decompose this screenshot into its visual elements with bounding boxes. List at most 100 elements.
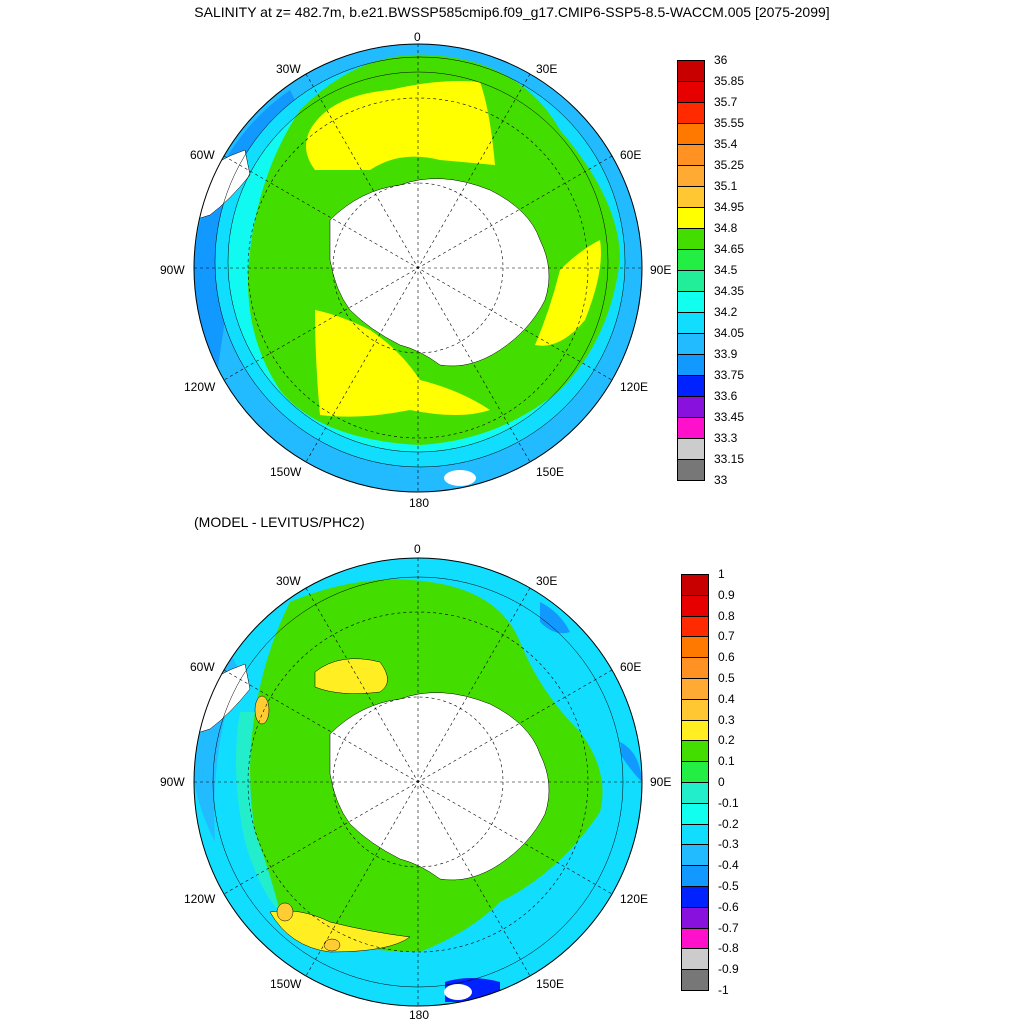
difference-colorbar-tick-label: -0.1 <box>718 795 739 810</box>
bottom-lon-label-60w: 60W <box>190 660 215 674</box>
salinity-colorbar-tick-label: 34.8 <box>714 221 738 235</box>
salinity-colorbar-swatch <box>677 312 705 334</box>
salinity-map: 0 30E 60E 90E 120E 150E 180 150W 120W 90… <box>160 30 672 510</box>
salinity-colorbar: 36 35.85 35.7 35.55 35.4 35.25 35.1 34.95 34.8 34… <box>677 54 777 486</box>
salinity-colorbar-tick-label: 33.9 <box>714 347 738 361</box>
salinity-colorbar-tick-label: 34.2 <box>714 305 738 319</box>
difference-colorbar-tick-label: -0.7 <box>718 920 739 935</box>
bottom-map-border <box>193 557 643 1007</box>
difference-colorbar-tick-label: -0.5 <box>718 879 739 893</box>
difference-colorbar-swatch <box>681 761 709 783</box>
difference-colorbar-swatch <box>681 906 709 929</box>
top-lon-label-60e: 60E <box>620 148 642 162</box>
difference-colorbar-swatch <box>681 844 709 867</box>
salinity-colorbar-tick-label: 34.95 <box>714 200 745 214</box>
salinity-colorbar-tick-label: 33.6 <box>714 389 738 403</box>
difference-colorbar-swatch <box>681 782 709 804</box>
difference-subtitle: (MODEL - LEVITUS/PHC2) <box>194 514 365 530</box>
difference-colorbar-tick-label: -0.3 <box>718 837 739 852</box>
salinity-colorbar-tick-label: 35.7 <box>714 95 738 109</box>
bottom-lon-label-90e: 90E <box>650 775 672 789</box>
top-lon-label-150w: 150W <box>270 465 302 479</box>
salinity-colorbar-tick-label: 33.75 <box>714 368 745 382</box>
salinity-colorbar-swatch <box>677 459 705 481</box>
salinity-colorbar-swatch <box>677 291 705 313</box>
top-lon-label-90e: 90E <box>650 263 672 277</box>
salinity-colorbar-swatch <box>677 123 705 145</box>
salinity-colorbar-tick-label: 34.5 <box>714 263 738 277</box>
bottom-lon-label-60e: 60E <box>620 660 642 674</box>
difference-colorbar-tick-label: 0.8 <box>718 608 735 623</box>
difference-colorbar-swatch <box>681 802 709 825</box>
salinity-colorbar-tick-label: 36 <box>714 53 728 67</box>
salinity-colorbar-swatch <box>677 417 705 439</box>
difference-colorbar: 1 0.9 0.8 0.7 0.6 0.5 0.4 0.3 0.2 0.1 0 -0.1 -0.2 -0.… <box>681 568 781 996</box>
top-lon-label-150e: 150E <box>536 465 565 479</box>
top-lon-label-120e: 120E <box>620 380 649 394</box>
difference-colorbar-swatch <box>681 719 709 742</box>
difference-colorbar-swatch <box>681 948 709 971</box>
salinity-colorbar-swatch <box>677 354 705 376</box>
salinity-colorbar-swatch <box>677 270 705 292</box>
difference-colorbar-swatch <box>681 969 709 991</box>
top-lon-label-30e: 30E <box>536 62 558 76</box>
difference-colorbar-tick-label: 0.3 <box>718 712 735 727</box>
bottom-lon-label-90w: 90W <box>160 775 185 789</box>
difference-map-svg <box>193 557 643 1007</box>
top-lon-label-90w: 90W <box>160 263 185 277</box>
top-lon-label-30w: 30W <box>276 62 301 76</box>
bottom-lon-label-150e: 150E <box>536 977 565 991</box>
bottom-lon-label-150w: 150W <box>270 977 302 991</box>
difference-colorbar-tick-label: 0.9 <box>718 587 735 602</box>
salinity-colorbar-tick-label: 34.35 <box>714 284 745 298</box>
difference-colorbar-swatch <box>681 927 709 950</box>
salinity-colorbar-swatch <box>677 144 705 166</box>
salinity-colorbar-tick-label: 33.3 <box>714 431 738 445</box>
salinity-colorbar-swatch <box>677 228 705 250</box>
salinity-colorbar-swatch <box>677 207 705 229</box>
difference-colorbar-tick-label: 0.4 <box>718 691 735 706</box>
difference-colorbar-swatch <box>681 865 709 887</box>
difference-colorbar-swatch <box>681 657 709 679</box>
top-lon-label-60w: 60W <box>190 148 215 162</box>
difference-colorbar-tick-label: 0.7 <box>718 629 735 644</box>
salinity-colorbar-swatch <box>677 102 705 124</box>
salinity-colorbar-tick-label: 35.1 <box>714 179 738 193</box>
salinity-colorbar-swatch <box>677 81 705 103</box>
difference-colorbar-tick-label: -0.4 <box>718 858 739 873</box>
difference-colorbar-tick-label: -0.9 <box>718 962 739 977</box>
difference-colorbar-swatch <box>681 678 709 700</box>
difference-colorbar-swatch <box>681 636 709 659</box>
salinity-colorbar-tick-label: 35.4 <box>714 137 738 151</box>
bottom-lon-label-180: 180 <box>409 1008 430 1022</box>
bottom-lon-label-120e: 120E <box>620 892 649 906</box>
difference-colorbar-tick-label: -0.2 <box>718 816 739 831</box>
difference-colorbar-tick-label: 1 <box>718 567 725 581</box>
figure-title: SALINITY at z= 482.7m, b.e21.BWSSP585cmi… <box>194 4 830 20</box>
difference-map: 0 30E 60E 90E 120E 150E 180 150W 120W 90… <box>0 512 1024 1024</box>
salinity-colorbar-tick-label: 35.55 <box>714 116 745 130</box>
salinity-colorbar-tick-label: 35.25 <box>714 158 745 172</box>
salinity-colorbar-tick-label: 33.45 <box>714 410 745 424</box>
salinity-colorbar-swatch <box>677 333 705 355</box>
top-lon-label-0: 0 <box>414 30 421 44</box>
difference-colorbar-tick-label: 0.2 <box>718 733 735 748</box>
difference-colorbar-swatch <box>681 574 709 596</box>
difference-colorbar-swatch <box>681 740 709 763</box>
salinity-colorbar-tick-label: 35.85 <box>714 74 745 88</box>
top-map-border <box>193 43 643 493</box>
salinity-colorbar-swatch <box>677 249 705 271</box>
difference-colorbar-swatch <box>681 698 709 721</box>
bottom-lon-label-0: 0 <box>414 542 421 556</box>
salinity-colorbar-swatch <box>677 396 705 418</box>
salinity-colorbar-swatch <box>677 165 705 187</box>
bottom-lon-label-30e: 30E <box>536 574 558 588</box>
difference-colorbar-tick-label: -0.8 <box>718 941 739 956</box>
top-lon-label-120w: 120W <box>184 380 216 394</box>
top-lon-label-180: 180 <box>409 496 430 510</box>
salinity-colorbar-swatch <box>677 375 705 397</box>
difference-colorbar-swatch <box>681 615 709 638</box>
salinity-colorbar-tick-label: 33 <box>714 473 728 487</box>
salinity-colorbar-swatch <box>677 438 705 460</box>
difference-colorbar-tick-label: 0 <box>718 775 725 789</box>
